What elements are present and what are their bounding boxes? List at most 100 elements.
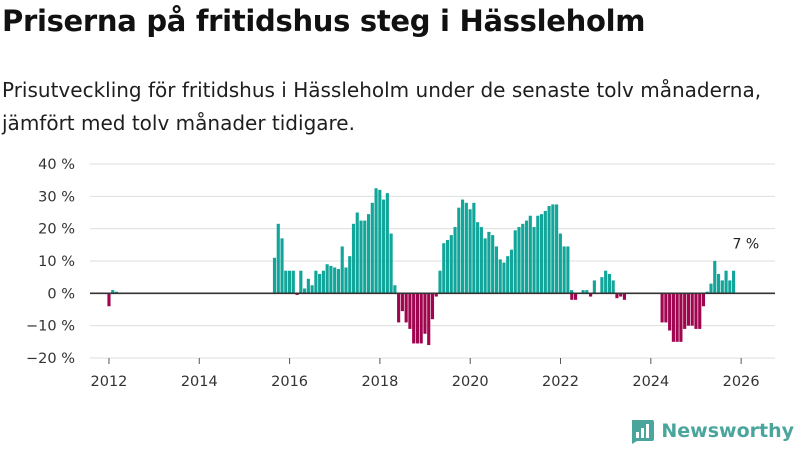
gridlines	[90, 163, 775, 359]
bar	[551, 204, 555, 294]
bar	[382, 199, 386, 294]
bar	[325, 264, 329, 294]
bar	[543, 210, 547, 294]
bar	[539, 214, 544, 294]
bar	[449, 235, 453, 294]
y-tick-label: 30 %	[38, 189, 75, 205]
x-tick-label: 2022	[542, 374, 579, 390]
bar	[393, 285, 397, 294]
bar	[558, 233, 562, 294]
bar	[318, 273, 322, 294]
annotation-label: 7 %	[733, 237, 760, 253]
y-tick-label: 20 %	[38, 222, 75, 238]
bar	[690, 293, 694, 326]
bar	[329, 265, 333, 294]
x-tick-label: 2018	[361, 374, 398, 390]
bar	[476, 222, 480, 294]
bar	[664, 293, 668, 323]
bar	[728, 280, 732, 294]
bar	[524, 220, 529, 294]
bar	[607, 273, 611, 294]
bar	[445, 239, 450, 294]
bar	[705, 291, 709, 294]
bar	[404, 293, 408, 323]
chart-subtitle: Prisutveckling för fritidshus i Hässleho…	[2, 78, 762, 135]
bar	[683, 293, 687, 329]
bar	[479, 227, 483, 294]
bar	[310, 285, 314, 294]
bar	[472, 202, 476, 294]
bar	[299, 270, 303, 294]
bar	[574, 293, 578, 300]
bar	[359, 220, 363, 294]
bar	[385, 193, 389, 294]
bar	[336, 269, 341, 294]
bar	[619, 293, 623, 297]
chart-title: Priserna på fritidshus steg i Hässleholm	[2, 4, 646, 38]
bar	[671, 293, 675, 342]
bar	[400, 293, 404, 312]
bar	[713, 261, 717, 294]
y-tick-label: 0 %	[47, 286, 75, 302]
bar	[668, 293, 672, 331]
bar	[272, 257, 277, 294]
bar	[720, 280, 724, 294]
bar	[555, 204, 559, 294]
bar	[415, 293, 420, 344]
x-tick-label: 2016	[271, 374, 308, 390]
bar	[521, 223, 525, 294]
bar	[487, 231, 491, 294]
bar	[442, 243, 446, 294]
bar	[592, 280, 596, 294]
bar	[483, 238, 487, 294]
bar	[378, 189, 382, 294]
bar	[355, 212, 359, 294]
bar	[412, 293, 416, 344]
bar	[348, 256, 352, 294]
bar	[528, 215, 532, 294]
bar	[363, 220, 367, 294]
bar	[340, 246, 344, 294]
bar	[344, 267, 348, 294]
bar	[502, 262, 506, 294]
bar	[547, 206, 551, 294]
bar	[615, 293, 619, 299]
bar	[709, 283, 713, 294]
bar	[562, 246, 566, 294]
bar	[589, 293, 593, 297]
bar	[732, 270, 736, 294]
x-tick-label: 2020	[452, 374, 489, 390]
bar	[430, 293, 435, 320]
bar	[295, 293, 299, 295]
bar	[370, 202, 374, 294]
bar	[397, 293, 401, 323]
bar	[570, 290, 574, 294]
annotations: 7 %	[733, 237, 760, 253]
bar	[724, 270, 728, 294]
bar	[532, 227, 536, 294]
bar	[491, 235, 495, 294]
x-tick-label: 2012	[91, 374, 128, 390]
bar	[434, 293, 438, 297]
bar	[585, 290, 589, 294]
bar	[506, 256, 510, 294]
bar	[408, 293, 412, 329]
bar	[698, 293, 702, 329]
x-tick-label: 2014	[181, 374, 218, 390]
bar	[351, 223, 356, 294]
bar-chart: −20 %−10 %0 %10 %20 %30 %40 % 2012 2014 20…	[26, 157, 775, 390]
bar	[494, 246, 498, 294]
bar	[314, 270, 318, 294]
y-tick-label: 10 %	[38, 254, 75, 270]
bar	[284, 270, 288, 294]
bars	[107, 188, 736, 346]
bar	[570, 293, 574, 300]
bar	[114, 291, 119, 294]
bar	[287, 270, 292, 294]
bar	[419, 293, 423, 344]
bar	[280, 238, 284, 294]
bar	[581, 290, 585, 294]
bar	[675, 293, 679, 342]
brand-name: Newsworthy	[661, 420, 794, 442]
y-tick-label: −10 %	[26, 319, 75, 335]
